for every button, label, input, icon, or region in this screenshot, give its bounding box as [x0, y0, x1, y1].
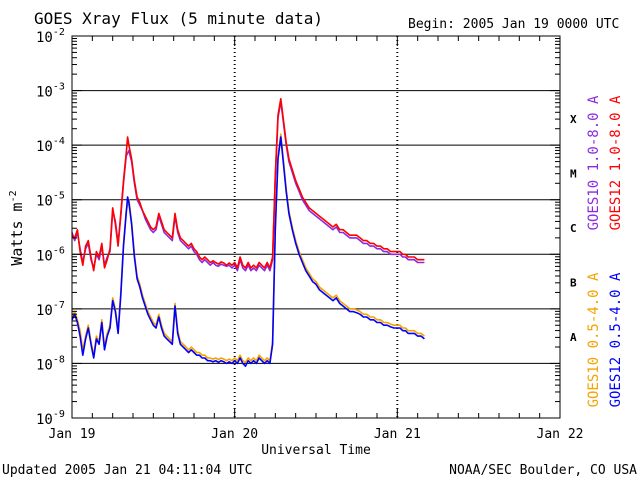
y-tick-label-3: 10-5 [36, 191, 65, 210]
y-tick-base: 10 [36, 194, 53, 210]
y-tick-exponent: -9 [53, 409, 65, 420]
y-axis-label: Watts m-2 [8, 190, 26, 265]
chart-title: GOES Xray Flux (5 minute data) [34, 9, 323, 28]
legend-goes12-1-0-8-0-a: GOES12 1.0-8.0 A [608, 95, 624, 230]
x-tick-label-0: Jan 19 [49, 427, 96, 442]
y-tick-label-5: 10-7 [36, 300, 65, 319]
legend-long-wavelength: GOES10 1.0-8.0 A GOES12 1.0-8.0 A [586, 95, 624, 230]
x-tick-label-1: Jan 20 [211, 427, 258, 442]
y-tick-label-2: 10-4 [36, 136, 65, 155]
y-tick-exponent: -8 [53, 354, 65, 365]
flare-class-B: B [570, 277, 577, 290]
x-axis: Jan 19 Jan 20 Jan 21 Jan 22 [49, 36, 584, 442]
y-tick-label-6: 10-8 [36, 354, 65, 373]
y-tick-base: 10 [36, 357, 53, 373]
legend-goes10-0-5-4-0-a: GOES10 0.5-4.0 A [586, 272, 602, 407]
legend-goes10-1-0-8-0-a: GOES10 1.0-8.0 A [586, 95, 602, 230]
legend-short-wavelength: GOES10 0.5-4.0 A GOES12 0.5-4.0 A [586, 272, 624, 407]
y-axis-label-exponent: -2 [8, 190, 19, 202]
series-lines [71, 98, 425, 367]
updated-timestamp: Updated 2005 Jan 21 04:11:04 UTC [2, 463, 252, 478]
flare-class-X: X [570, 113, 577, 126]
y-tick-exponent: -3 [53, 82, 65, 93]
y-axis-label-main: Watts m [8, 202, 26, 265]
y-tick-exponent: -5 [53, 191, 65, 202]
y-tick-base: 10 [36, 30, 53, 46]
gridlines [72, 36, 560, 418]
flare-class-A: A [570, 331, 577, 344]
series-line-goes10-1-0-8-0-a [71, 100, 425, 272]
y-tick-base: 10 [36, 85, 53, 101]
y-tick-exponent: -6 [53, 245, 65, 256]
source-credit: NOAA/SEC Boulder, CO USA [449, 463, 637, 478]
begin-label: Begin: 2005 Jan 19 0000 UTC [408, 17, 619, 32]
y-tick-base: 10 [36, 303, 53, 319]
y-tick-base: 10 [36, 139, 53, 155]
flare-class-C: C [570, 222, 577, 235]
flare-class-M: M [570, 167, 577, 180]
y-tick-label-0: 10-2 [36, 27, 65, 46]
y-tick-exponent: -2 [53, 27, 65, 38]
y-tick-label-7: 10-9 [36, 409, 65, 428]
y-tick-base: 10 [36, 412, 53, 428]
y-tick-exponent: -4 [53, 136, 65, 147]
y-tick-exponent: -7 [53, 300, 65, 311]
plot-frame [71, 35, 561, 419]
x-tick-label-2: Jan 21 [374, 427, 421, 442]
flare-class-labels: X M C B A [570, 113, 577, 344]
series-line-goes12-0-5-4-0-a [71, 136, 425, 367]
x-tick-label-3: Jan 22 [537, 427, 584, 442]
y-axis: 10-210-310-410-510-610-710-810-9 [36, 27, 560, 428]
y-tick-label-1: 10-3 [36, 82, 65, 101]
y-tick-base: 10 [36, 248, 53, 264]
legend-goes12-0-5-4-0-a: GOES12 0.5-4.0 A [608, 272, 624, 407]
x-axis-label: Universal Time [261, 443, 371, 458]
series-line-goes12-1-0-8-0-a [71, 98, 425, 272]
y-tick-label-4: 10-6 [36, 245, 65, 264]
